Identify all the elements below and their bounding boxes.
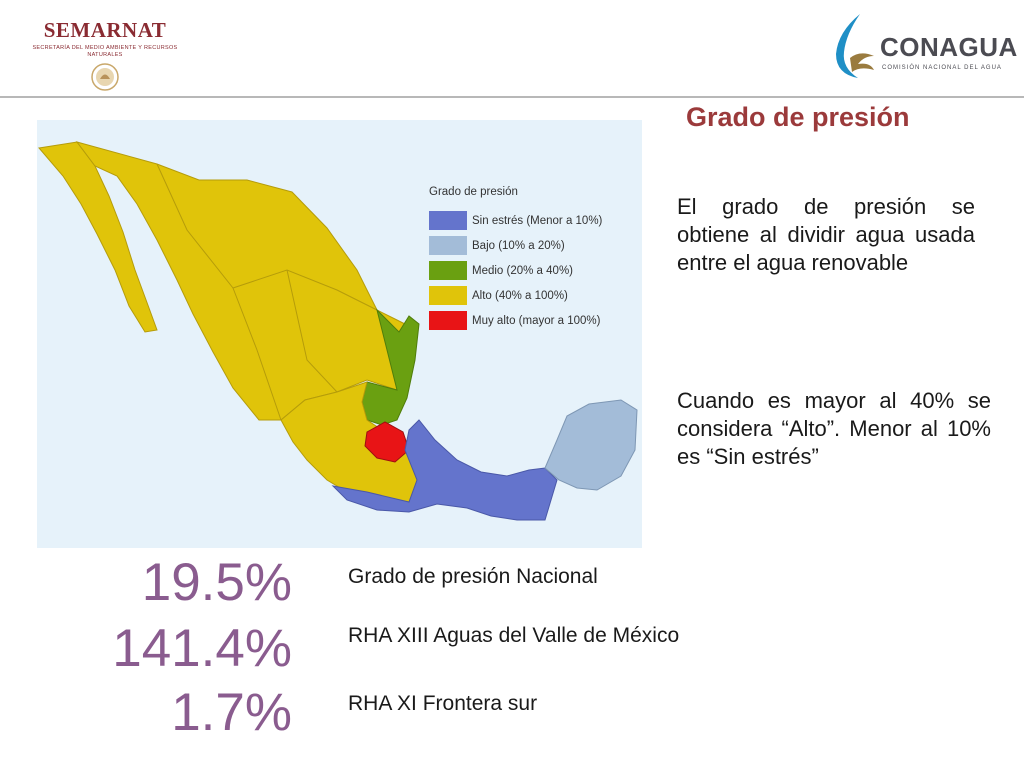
mexico-water-pressure-map: Grado de presión Sin estrés (Menor a 10%… (37, 120, 642, 548)
semarnat-wordmark: SEMARNAT (43, 18, 167, 42)
semarnat-logo: SEMARNAT SECRETARÍA DEL MEDIO AMBIENTE Y… (30, 18, 180, 96)
legend-label: Muy alto (mayor a 100%) (472, 314, 601, 327)
region-north (75, 141, 418, 421)
stat-national-value: 19.5% (141, 553, 292, 612)
legend-swatch-bajo (429, 236, 467, 255)
stat-rha-xi-value: 1.7% (171, 683, 292, 742)
conagua-logo: CONAGUA COMISIÓN NACIONAL DEL AGUA (830, 12, 1020, 80)
legend-label: Alto (40% a 100%) (472, 289, 568, 302)
legend-label: Sin estrés (Menor a 10%) (472, 214, 603, 227)
conagua-wordmark: CONAGUA (880, 32, 1018, 62)
legend-item: Sin estrés (Menor a 10%) (429, 208, 602, 233)
legend-item: Bajo (10% a 20%) (429, 233, 602, 258)
region-yucatan (544, 399, 638, 491)
region-boundaries-north (156, 163, 378, 421)
stat-rha-xiii-label: RHA XIII Aguas del Valle de México (348, 624, 680, 647)
legend-label: Bajo (10% a 20%) (472, 239, 565, 252)
map-legend: Grado de presión Sin estrés (Menor a 10%… (429, 186, 602, 333)
slide-title: Grado de presión (686, 102, 910, 132)
legend-swatch-sin-estres (429, 211, 467, 230)
legend-swatch-muy-alto (429, 311, 467, 330)
region-south (331, 419, 558, 521)
legend-item: Alto (40% a 100%) (429, 283, 602, 308)
region-valle-de-mexico (364, 421, 410, 463)
legend-title: Grado de presión (429, 186, 518, 198)
header-divider (0, 96, 1024, 98)
legend-swatch-alto (429, 286, 467, 305)
legend-swatch-medio (429, 261, 467, 280)
stat-national-label: Grado de presión Nacional (348, 565, 598, 588)
stat-rha-xi-label: RHA XI Frontera sur (348, 692, 538, 715)
region-baja-california (38, 141, 158, 333)
threshold-paragraph: Cuando es mayor al 40% se considera “Alt… (677, 388, 991, 469)
conagua-subtitle: COMISIÓN NACIONAL DEL AGUA (882, 65, 1002, 71)
national-seal-icon (91, 63, 119, 91)
legend-item: Medio (20% a 40%) (429, 258, 602, 283)
stat-rha-xiii-value: 141.4% (112, 619, 292, 678)
semarnat-subtitle: SECRETARÍA DEL MEDIO AMBIENTE Y RECURSOS… (32, 45, 178, 58)
map-drawing (38, 141, 638, 521)
definition-paragraph: El grado de presión se obtiene al dividi… (677, 194, 975, 275)
legend-item: Muy alto (mayor a 100%) (429, 308, 602, 333)
legend-label: Medio (20% a 40%) (472, 264, 573, 277)
water-drop-icon (836, 14, 874, 78)
